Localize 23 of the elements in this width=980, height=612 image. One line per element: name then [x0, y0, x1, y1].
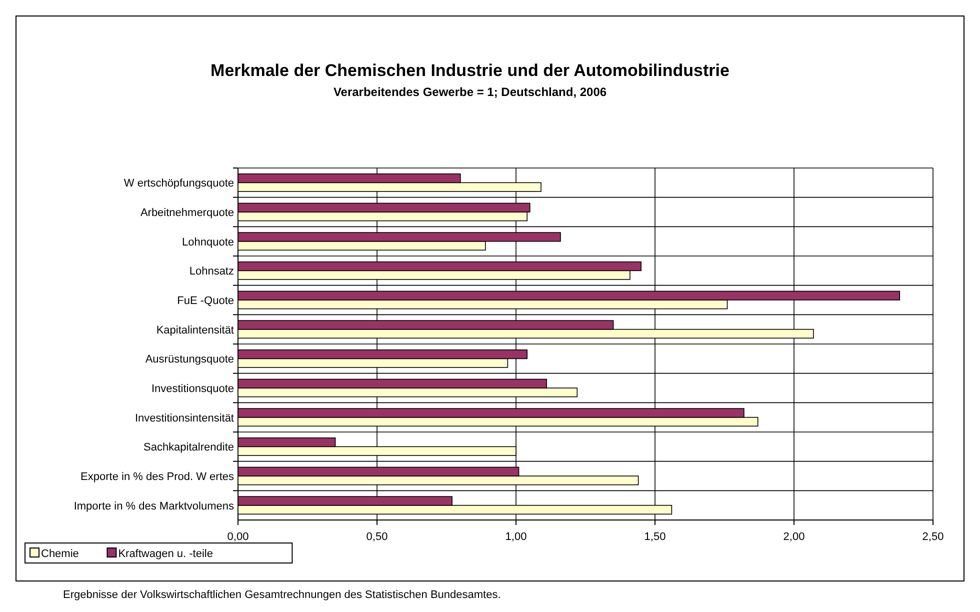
y-tick-label: Sachkapitalrendite	[143, 442, 234, 454]
y-tick-label: Arbeitnehmerquote	[140, 207, 234, 219]
x-tick-label: 2,50	[922, 531, 944, 543]
y-tick-label: Investitionsquote	[151, 383, 234, 395]
text: Ergebnisse der Volkswirtschaftlichen Gesamtrechnungen des Statistischen Bundesamtes.	[63, 589, 501, 601]
y-tick-label: Investitionsintensität	[134, 412, 234, 424]
x-tick-label: 1,50	[644, 531, 666, 543]
y-tick-label: Kapitalintensität	[156, 324, 234, 336]
legend-label: Kraftwagen u. -teile	[118, 548, 213, 560]
y-tick-label: Importe in % des Marktvolumens	[74, 500, 234, 512]
x-tick-label: 0,00	[227, 531, 249, 543]
chart-title: Merkmale der Chemischen Industrie und der Automobilindustrie	[210, 61, 730, 80]
y-tick-label: Lohnsatz	[189, 266, 234, 278]
chart-subtitle: Verarbeitendes Gewerbe = 1; Deutschland, 2006	[333, 85, 607, 99]
x-tick-label: 1,00	[505, 531, 527, 543]
y-tick-label: Lohnquote	[182, 236, 234, 248]
y-tick-label: Ausrüstungsquote	[145, 354, 234, 366]
x-tick-label: 0,50	[366, 531, 388, 543]
x-tick-label: 2,00	[783, 531, 805, 543]
y-tick-label: Exporte in % des Prod. W ertes	[80, 471, 234, 483]
y-tick-label: W ertschöpfungsquote	[124, 178, 234, 190]
legend-label: Chemie	[41, 548, 79, 560]
y-tick-label: FuE -Quote	[177, 295, 234, 307]
